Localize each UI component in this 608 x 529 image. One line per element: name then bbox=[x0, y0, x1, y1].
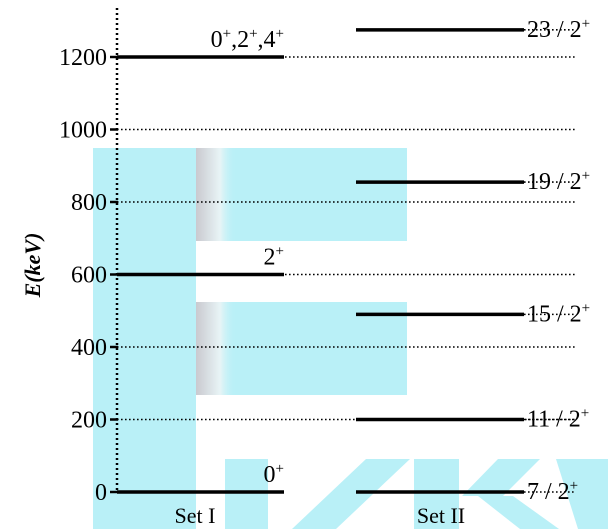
tick-label: 1200 bbox=[59, 45, 107, 71]
level-label: 11 / 2+ bbox=[527, 406, 589, 433]
level-label: 0+ bbox=[264, 461, 284, 488]
tick-label: 200 bbox=[71, 408, 107, 434]
tick-label: 800 bbox=[71, 190, 107, 216]
y-axis-title: E(keV) bbox=[20, 233, 45, 299]
y-ticks: 0 200 400 600 800 1000 1200 bbox=[59, 45, 118, 506]
tick-label: 400 bbox=[71, 335, 107, 361]
tick-label: 600 bbox=[71, 263, 107, 289]
level-label: 23 / 2+ bbox=[527, 16, 590, 43]
tick-label: 0 bbox=[95, 480, 107, 506]
set-label-2: Set II bbox=[417, 503, 465, 528]
tick-label: 1000 bbox=[59, 118, 107, 144]
watermark-logo bbox=[93, 148, 608, 529]
set-label-1: Set I bbox=[175, 503, 216, 528]
level-label: 7 / 2+ bbox=[527, 478, 578, 505]
level-label: 15 / 2+ bbox=[527, 300, 590, 327]
level-labels: 0+ 2+ 0+,2+,4+ 7 / 2+ 11 / 2+ 15 / 2+ 19 / 2+ 2… bbox=[211, 16, 591, 505]
level-label: 2+ bbox=[264, 244, 284, 271]
level-label: 0+,2+,4+ bbox=[211, 26, 284, 53]
level-label: 19 / 2+ bbox=[527, 168, 590, 195]
energy-levels bbox=[117, 28, 524, 494]
